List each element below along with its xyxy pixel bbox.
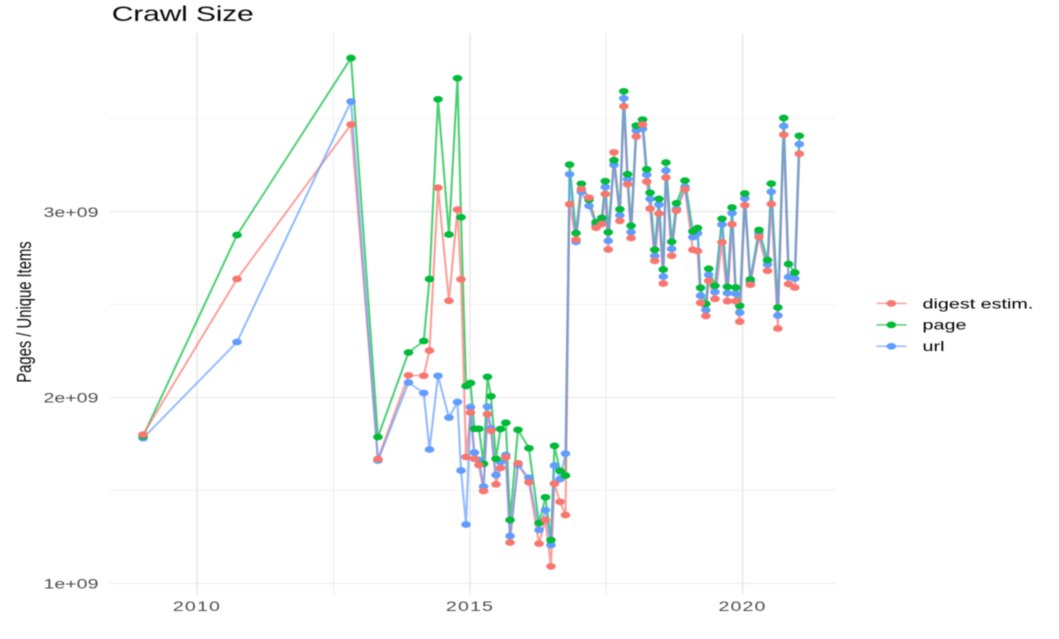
svg-text:2020: 2020 bbox=[719, 599, 767, 615]
svg-text:Crawl Size: Crawl Size bbox=[112, 1, 254, 26]
svg-text:1e+09: 1e+09 bbox=[43, 576, 98, 592]
svg-text:2010: 2010 bbox=[173, 599, 221, 615]
svg-text:page: page bbox=[923, 317, 967, 333]
svg-text:3e+09: 3e+09 bbox=[43, 204, 98, 220]
svg-text:digest estim.: digest estim. bbox=[923, 295, 1034, 311]
svg-text:2015: 2015 bbox=[446, 599, 494, 615]
svg-text:Pages / Unique Items: Pages / Unique Items bbox=[13, 241, 36, 382]
svg-text:url: url bbox=[923, 338, 945, 354]
svg-text:2e+09: 2e+09 bbox=[43, 390, 98, 406]
